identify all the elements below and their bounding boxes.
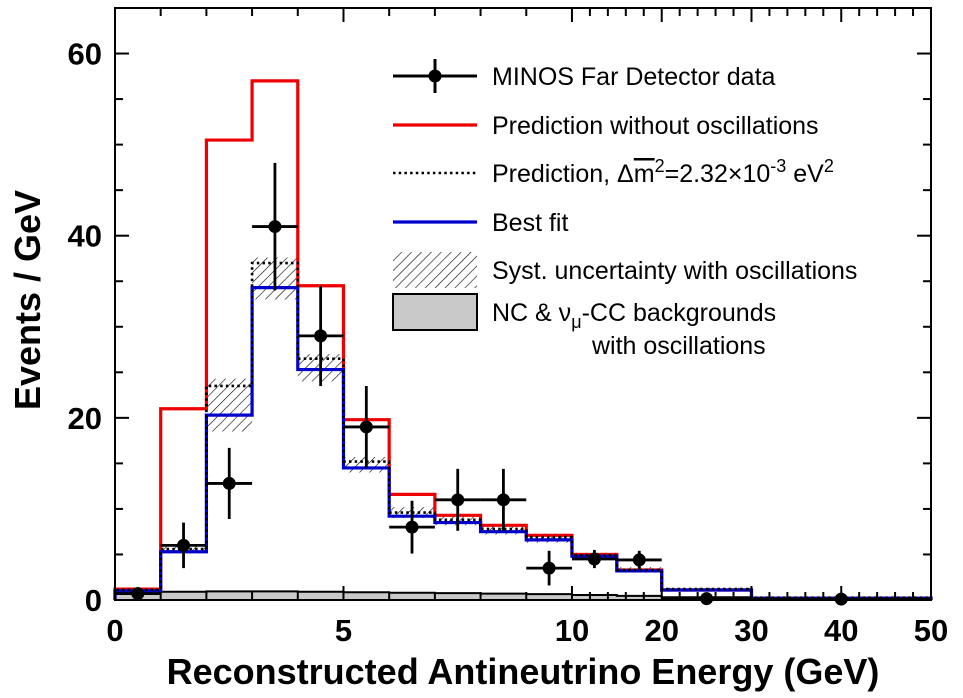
x-tick-label: 50 xyxy=(914,613,948,648)
histogram-layer xyxy=(113,79,933,601)
data-point xyxy=(314,329,328,343)
data-point xyxy=(222,476,236,490)
x-tick-label: 10 xyxy=(555,613,589,648)
y-axis-title: Events / GeV xyxy=(7,190,48,410)
data-point xyxy=(131,587,145,601)
histogram-best-fit xyxy=(113,286,933,600)
data-point-layer xyxy=(115,162,931,606)
x-tick-label: 0 xyxy=(106,613,123,648)
x-axis-title: Reconstructed Antineutrino Energy (GeV) xyxy=(167,651,880,692)
data-point xyxy=(177,538,191,552)
data-point xyxy=(451,493,465,507)
histogram-no-osc xyxy=(113,79,933,600)
data-point xyxy=(632,553,646,567)
legend-label: NC & νμ-CC backgrounds xyxy=(492,299,776,332)
data-point xyxy=(700,592,714,606)
data-point xyxy=(542,561,556,575)
legend-label: Syst. uncertainty with oscillations xyxy=(492,257,857,285)
y-tick-label: 20 xyxy=(68,401,102,436)
legend-entry-data: MINOS Far Detector data xyxy=(393,59,776,93)
data-point xyxy=(496,493,510,507)
legend-entry-no-osc: Prediction without oscillations xyxy=(393,112,819,140)
legend: MINOS Far Detector data Prediction withou… xyxy=(392,59,857,360)
syst-uncertainty-band xyxy=(206,378,253,432)
x-tick-label: 40 xyxy=(824,613,858,648)
data-point xyxy=(405,520,419,534)
y-tick-label: 0 xyxy=(85,583,102,618)
plot-frame xyxy=(114,7,932,601)
axis-label-layer: 0 5 10 20 30 40 50 0 20 40 60 xyxy=(68,37,949,648)
y-tick-label: 60 xyxy=(68,37,102,72)
legend-label: Prediction without oscillations xyxy=(492,112,819,140)
legend-entry-pred-osc: Prediction, Δm2=2.32×10-3 eV2 xyxy=(393,156,834,188)
legend-label: Prediction, Δm2=2.32×10-3 eV2 xyxy=(492,156,834,188)
legend-label-line2: with oscillations xyxy=(591,332,766,360)
data-point xyxy=(587,552,601,566)
x-tick-label: 30 xyxy=(734,613,768,648)
data-point xyxy=(359,420,373,434)
legend-gray-box-sample xyxy=(392,293,478,331)
legend-marker-dot xyxy=(428,69,442,83)
x-tick-label: 20 xyxy=(644,613,678,648)
data-point xyxy=(268,220,282,234)
legend-label: Best fit xyxy=(492,209,568,237)
x-tick-label: 5 xyxy=(335,613,352,648)
legend-entry-best-fit: Best fit xyxy=(393,209,568,237)
legend-entry-syst: Syst. uncertainty with oscillations xyxy=(393,252,857,288)
legend-hatch-sample xyxy=(393,252,477,288)
y-tick-label: 40 xyxy=(68,219,102,254)
legend-label: MINOS Far Detector data xyxy=(492,63,776,91)
